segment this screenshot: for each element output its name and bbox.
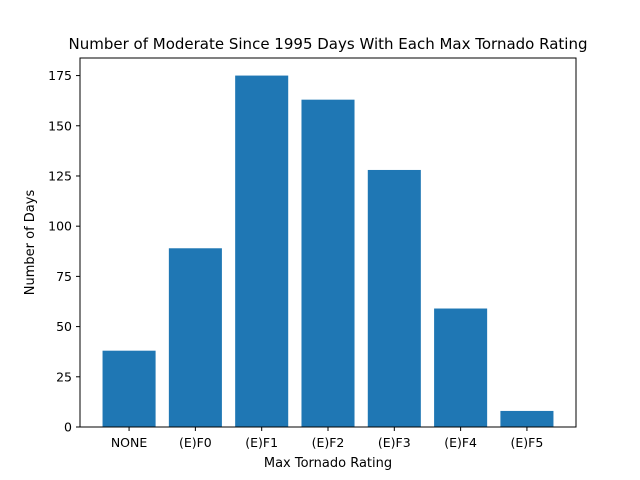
bar-ef3: [367, 169, 421, 427]
y-tick-label: 0: [64, 420, 72, 435]
y-tick-label: 50: [56, 319, 72, 334]
bar-ef0: [168, 248, 222, 427]
y-tick-label: 75: [56, 269, 72, 284]
plot-frame: [79, 57, 577, 428]
y-tick-label: 100: [48, 219, 72, 234]
y-tick-label: 175: [48, 68, 72, 83]
x-tick-label: (E)F3: [378, 435, 411, 450]
x-tick-label: (E)F4: [444, 435, 477, 450]
y-axis-label: Number of Days: [23, 190, 38, 296]
bar-ef4: [434, 308, 488, 427]
bar-ef2: [301, 99, 355, 428]
x-axis-ticks: NONE (E)F0 (E)F1 (E)F2 (E)F3 (E)F4 (E)F5: [111, 427, 543, 450]
bars-group: [102, 75, 554, 428]
x-tick-label: NONE: [111, 435, 148, 450]
x-axis-label: Max Tornado Rating: [264, 456, 392, 471]
bar-none: [102, 350, 156, 427]
chart-title: Number of Moderate Since 1995 Days With …: [69, 35, 588, 53]
y-tick-label: 125: [48, 168, 72, 183]
y-tick-label: 25: [56, 369, 72, 384]
y-tick-label: 150: [48, 118, 72, 133]
x-tick-label: (E)F1: [245, 435, 278, 450]
bar-ef5: [500, 410, 554, 427]
x-tick-label: (E)F5: [511, 435, 544, 450]
x-tick-label: (E)F0: [179, 435, 212, 450]
x-tick-label: (E)F2: [312, 435, 345, 450]
y-axis-ticks: 0 25 50 75 100 125 150 175: [48, 68, 80, 435]
bar-ef1: [235, 75, 289, 428]
